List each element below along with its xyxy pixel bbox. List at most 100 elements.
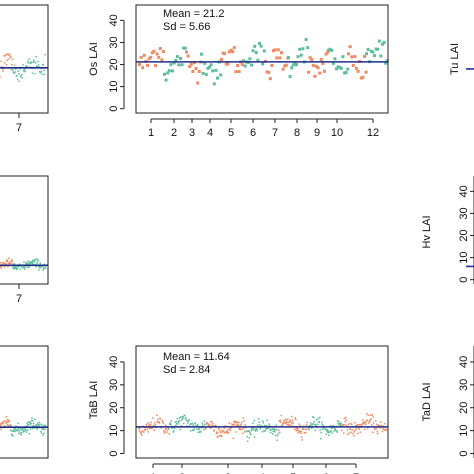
data-point (226, 430, 228, 432)
data-point (307, 70, 310, 74)
data-point (150, 51, 154, 55)
data-point (358, 428, 360, 430)
data-point (301, 436, 303, 438)
y-tick-label: 0 (458, 277, 470, 283)
y-tick-label: 0 (458, 450, 470, 456)
data-point (338, 420, 340, 423)
data-point (182, 416, 184, 418)
data-point (204, 427, 206, 429)
data-point (149, 423, 151, 425)
data-point (211, 69, 215, 73)
data-point (289, 420, 291, 423)
data-point (265, 428, 267, 431)
data-point (338, 423, 340, 426)
data-point (11, 259, 13, 261)
data-point (24, 268, 26, 270)
data-point (154, 64, 157, 68)
data-point (227, 431, 229, 434)
data-point (163, 429, 165, 432)
data-point (155, 52, 159, 56)
data-point (40, 70, 43, 73)
data-point (353, 435, 355, 437)
data-point (348, 45, 352, 49)
data-point (219, 73, 223, 77)
data-point (21, 74, 23, 76)
data-point (315, 64, 318, 68)
data-point (369, 420, 371, 423)
y-axis-label-hv: Hv LAI (421, 215, 433, 248)
data-point (16, 267, 18, 270)
data-point (250, 429, 252, 432)
data-point (291, 415, 293, 418)
data-point (142, 430, 144, 432)
data-point (220, 431, 222, 434)
data-point (31, 260, 34, 262)
data-point (0, 266, 1, 268)
data-point (365, 52, 368, 56)
data-point (13, 64, 16, 67)
data-point (246, 430, 248, 433)
data-point (32, 262, 34, 265)
data-point (198, 427, 200, 429)
data-point (356, 424, 358, 426)
data-point (226, 62, 230, 66)
data-point (189, 62, 193, 66)
data-point (171, 69, 174, 73)
data-point (357, 423, 359, 426)
data-point (346, 429, 348, 431)
data-point (21, 266, 23, 268)
data-point (363, 421, 365, 423)
data-point (372, 431, 374, 434)
data-point (340, 422, 342, 425)
data-point (28, 262, 31, 264)
data-point (13, 268, 15, 270)
x-tick-label: 6 (323, 472, 329, 474)
data-point (164, 78, 168, 82)
data-point (206, 66, 210, 70)
data-point (216, 76, 219, 80)
data-point (275, 56, 279, 60)
data-point (276, 48, 280, 52)
data-point (311, 423, 313, 426)
data-point (253, 419, 255, 422)
data-point (150, 421, 152, 424)
data-point (379, 424, 381, 427)
data-point (291, 63, 295, 67)
data-point (32, 419, 34, 422)
data-point (20, 75, 22, 77)
data-point (376, 430, 378, 433)
panel-hv: Hv LAI 0 10 20 30 40 (421, 176, 474, 284)
data-point (263, 430, 265, 432)
data-point (42, 427, 45, 430)
data-point (202, 424, 204, 426)
data-point (308, 427, 310, 430)
panel-mid-left-partial: 7 (0, 175, 49, 305)
data-point (31, 417, 33, 419)
data-point (23, 70, 25, 72)
data-point (306, 46, 310, 50)
data-point (252, 429, 254, 431)
data-point (212, 82, 216, 86)
data-point (192, 424, 194, 426)
data-point (147, 422, 149, 424)
data-point (381, 430, 383, 433)
data-point (14, 430, 16, 433)
data-point (361, 75, 365, 79)
data-point (283, 421, 285, 424)
data-point (36, 65, 38, 67)
data-point (340, 424, 342, 426)
data-point (254, 436, 256, 438)
data-point (14, 71, 16, 73)
data-point (382, 428, 384, 430)
data-point (366, 413, 368, 415)
data-point (339, 422, 341, 425)
data-point (39, 262, 42, 264)
x-tick-label: 10 (331, 127, 343, 139)
data-point (250, 63, 253, 67)
data-point (338, 65, 342, 69)
data-point (248, 437, 250, 439)
data-point (241, 428, 243, 430)
data-point (264, 430, 266, 432)
x-tick-label: 2 (179, 472, 185, 474)
